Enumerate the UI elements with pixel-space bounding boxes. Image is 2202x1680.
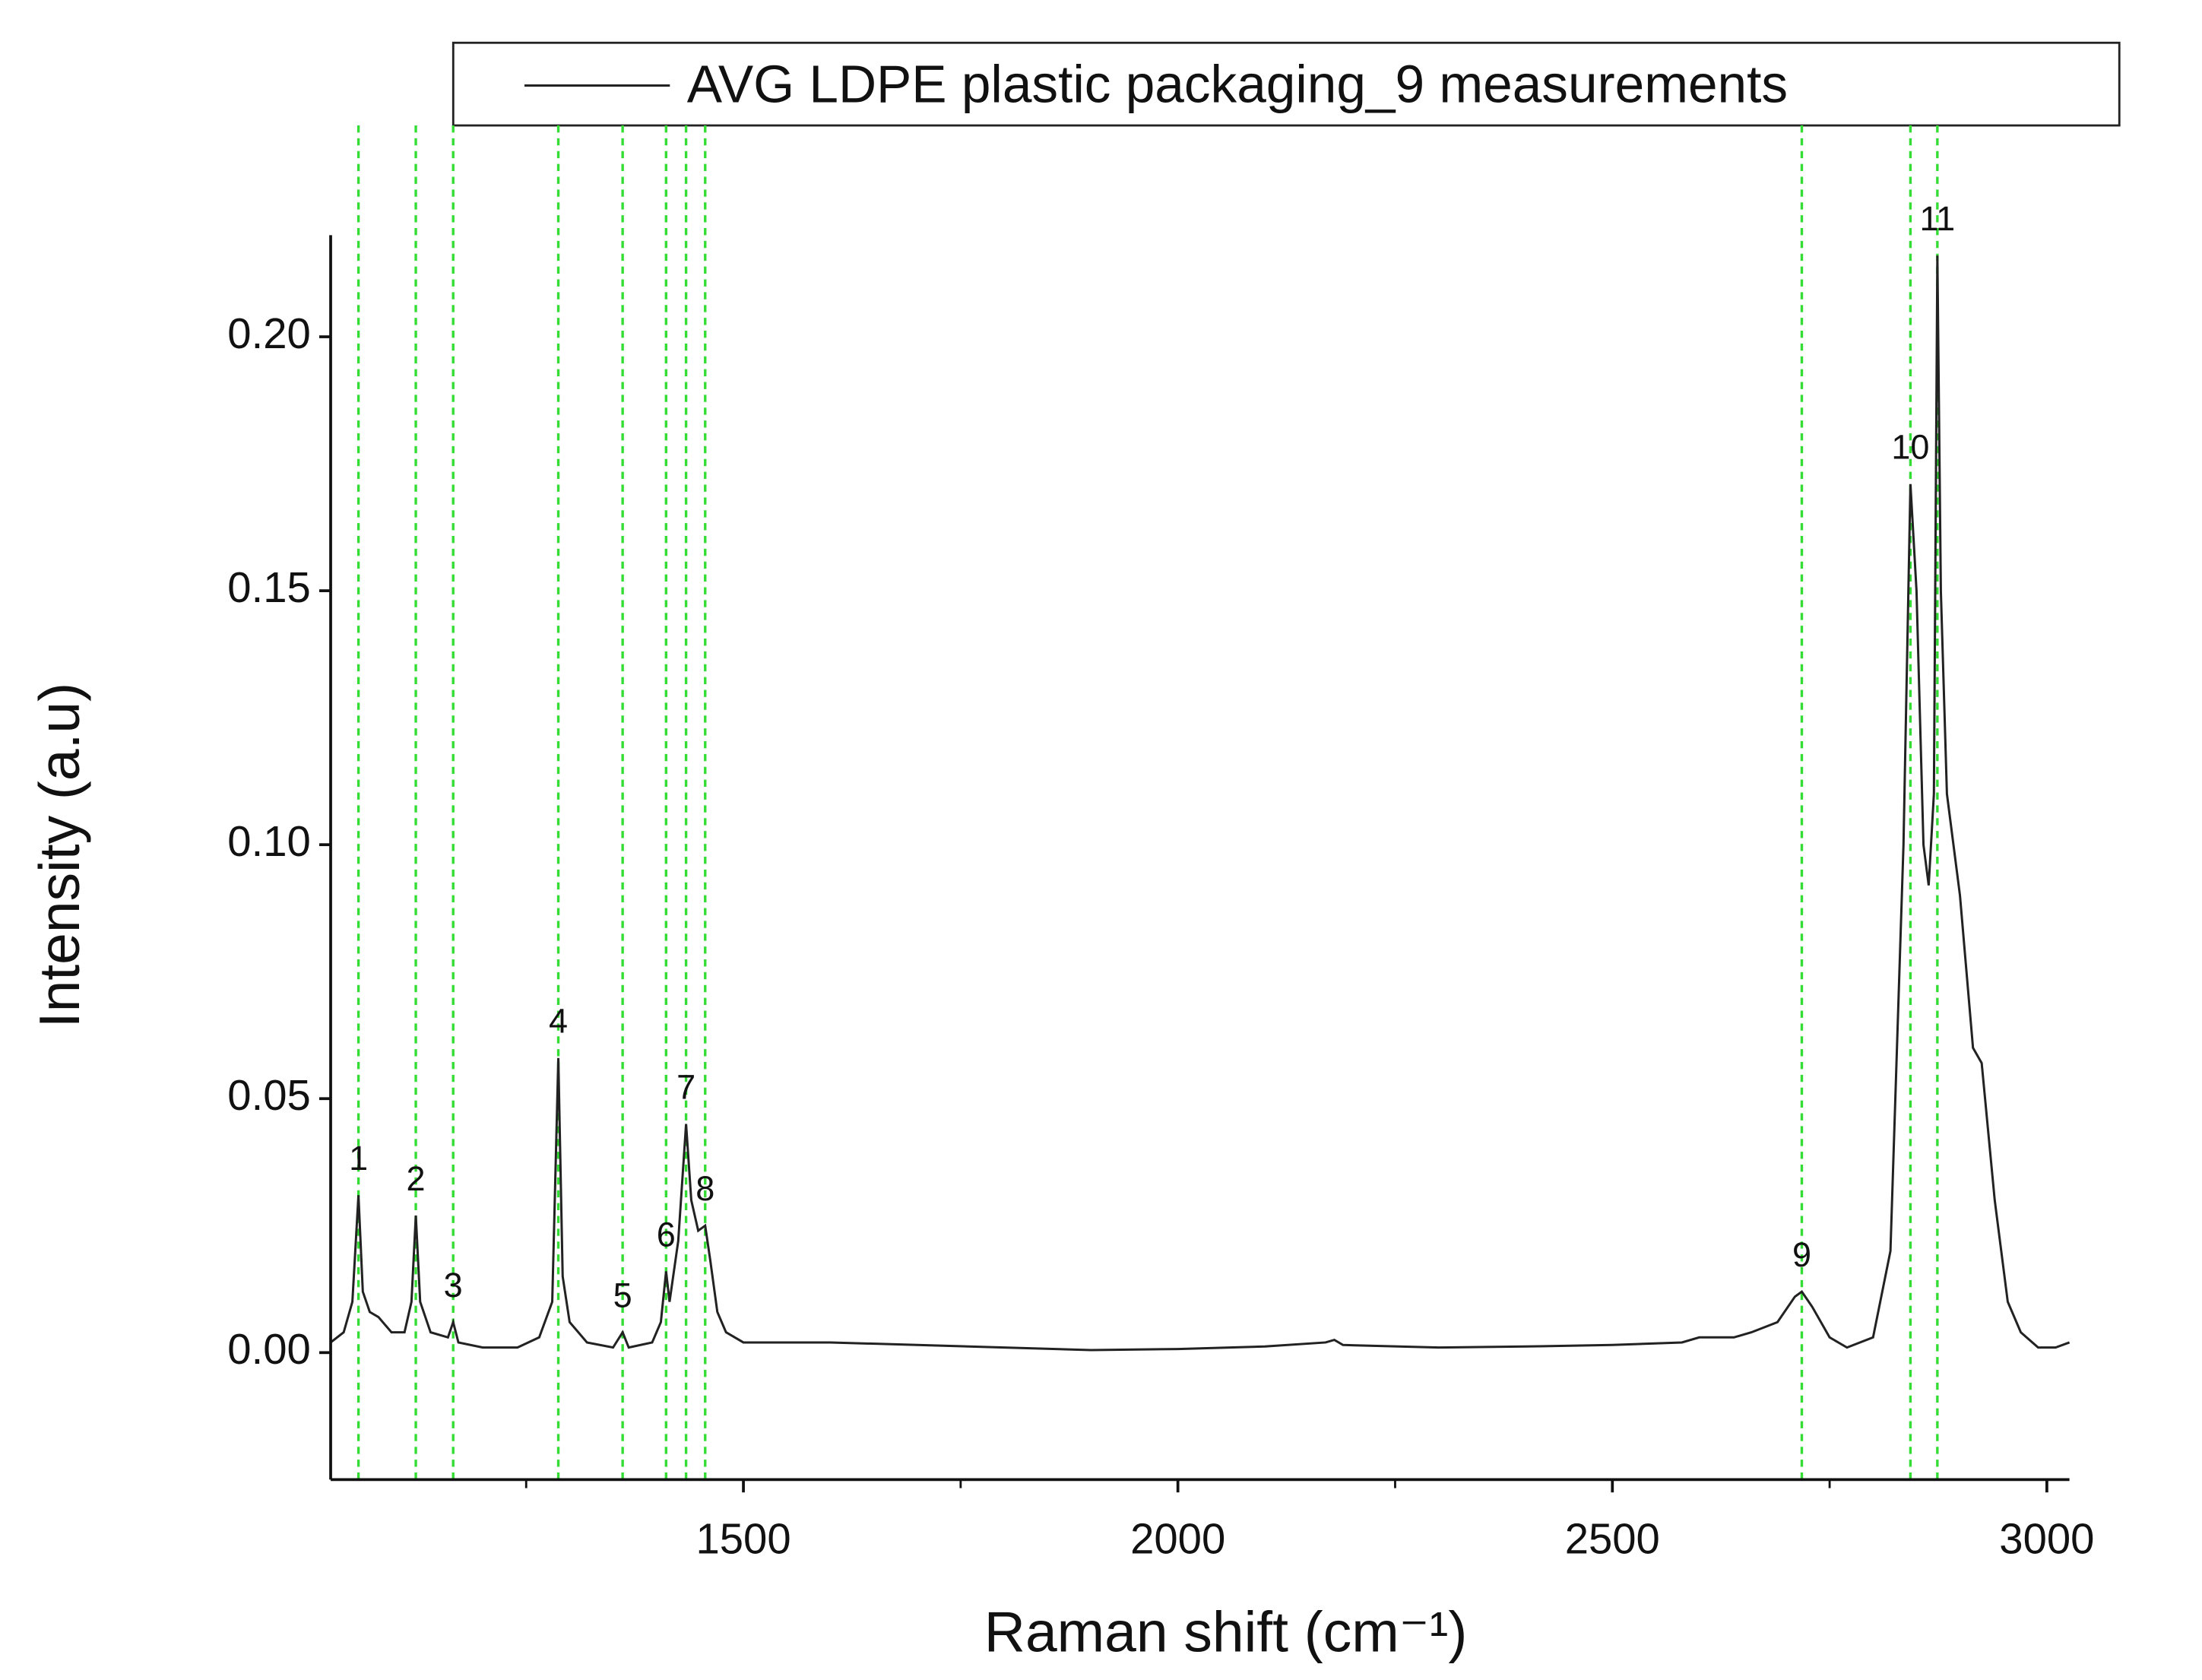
y-tick-label: 0.20 <box>227 309 310 357</box>
x-axis-label: Raman shift (cm⁻¹) <box>984 1599 1467 1663</box>
x-tick-label: 1500 <box>695 1515 791 1563</box>
peak-label: 9 <box>1792 1235 1811 1274</box>
x-tick-label: 3000 <box>1999 1515 2094 1563</box>
peak-label: 11 <box>1919 199 1955 238</box>
peak-label: 10 <box>1891 428 1929 467</box>
peak-label: 2 <box>407 1159 426 1198</box>
y-axis-label: Intensity (a.u) <box>27 683 91 1028</box>
spectrum-line <box>330 255 2071 1352</box>
legend-box <box>451 41 2121 127</box>
y-tick-label: 0.10 <box>227 817 310 865</box>
x-tick-label: 2500 <box>1565 1515 1660 1563</box>
y-tick-label: 0.05 <box>227 1071 310 1119</box>
peak-label: 6 <box>657 1215 676 1254</box>
y-tick-label: 0.00 <box>227 1325 310 1373</box>
legend-label: AVG LDPE plastic packaging_9 measurement… <box>687 55 1788 114</box>
peak-label: 3 <box>444 1266 463 1304</box>
x-tick-label: 2000 <box>1130 1515 1225 1563</box>
peak-label: 1 <box>349 1139 368 1178</box>
peak-label: 4 <box>549 1002 568 1041</box>
peak-label: 5 <box>613 1276 632 1314</box>
y-tick-label: 0.15 <box>227 563 310 611</box>
peak-label: 8 <box>695 1169 714 1208</box>
peak-label: 7 <box>676 1068 695 1107</box>
